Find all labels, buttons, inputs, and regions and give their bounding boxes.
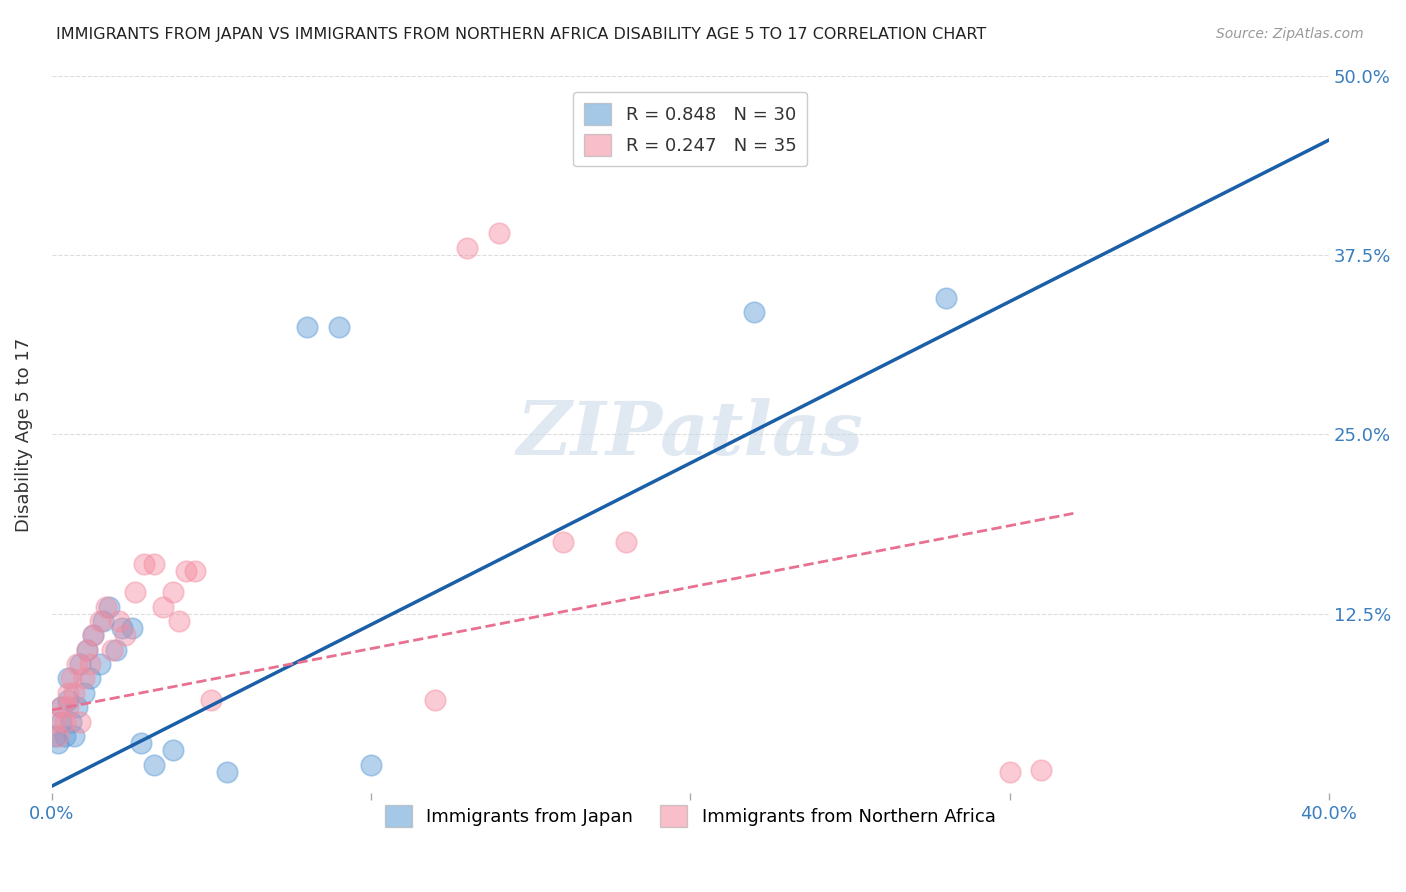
- Point: [53, 714, 76, 729]
- Point: [76, 642, 98, 657]
- Point: [111, 621, 134, 635]
- Point: [488, 227, 510, 241]
- Y-axis label: Disability Age 5 to 17: Disability Age 5 to 17: [15, 337, 32, 532]
- Point: [79, 657, 101, 672]
- Text: IMMIGRANTS FROM JAPAN VS IMMIGRANTS FROM NORTHERN AFRICA DISABILITY AGE 5 TO 17 : IMMIGRANTS FROM JAPAN VS IMMIGRANTS FROM…: [56, 27, 987, 42]
- Point: [63, 729, 86, 743]
- Point: [114, 628, 136, 642]
- Point: [53, 729, 76, 743]
- Point: [129, 736, 152, 750]
- Point: [82, 628, 104, 642]
- Point: [56, 686, 79, 700]
- Point: [56, 700, 79, 714]
- Point: [152, 599, 174, 614]
- Point: [66, 657, 89, 672]
- Point: [121, 621, 143, 635]
- Text: Source: ZipAtlas.com: Source: ZipAtlas.com: [1216, 27, 1364, 41]
- Point: [1031, 764, 1053, 778]
- Point: [456, 241, 478, 255]
- Point: [69, 714, 91, 729]
- Point: [89, 614, 111, 628]
- Point: [73, 686, 96, 700]
- Point: [63, 686, 86, 700]
- Point: [200, 693, 222, 707]
- Point: [616, 535, 638, 549]
- Point: [51, 700, 73, 714]
- Point: [44, 729, 66, 743]
- Point: [423, 693, 446, 707]
- Point: [73, 672, 96, 686]
- Point: [328, 319, 350, 334]
- Point: [124, 585, 146, 599]
- Point: [44, 714, 66, 729]
- Point: [51, 714, 73, 729]
- Point: [184, 564, 207, 578]
- Point: [91, 614, 114, 628]
- Point: [169, 614, 191, 628]
- Point: [59, 714, 82, 729]
- Point: [217, 764, 239, 779]
- Point: [142, 757, 165, 772]
- Point: [742, 305, 765, 319]
- Point: [360, 757, 382, 772]
- Point: [76, 642, 98, 657]
- Point: [998, 764, 1021, 779]
- Point: [79, 672, 101, 686]
- Point: [142, 557, 165, 571]
- Point: [101, 642, 124, 657]
- Point: [107, 614, 129, 628]
- Point: [94, 599, 117, 614]
- Point: [134, 557, 156, 571]
- Point: [104, 642, 127, 657]
- Point: [59, 672, 82, 686]
- Point: [89, 657, 111, 672]
- Point: [98, 599, 121, 614]
- Point: [295, 319, 318, 334]
- Point: [551, 535, 574, 549]
- Point: [174, 564, 197, 578]
- Point: [51, 700, 73, 714]
- Point: [56, 693, 79, 707]
- Point: [162, 585, 184, 599]
- Point: [162, 743, 184, 757]
- Point: [69, 657, 91, 672]
- Point: [46, 736, 69, 750]
- Point: [56, 672, 79, 686]
- Text: ZIPatlas: ZIPatlas: [517, 398, 863, 471]
- Point: [82, 628, 104, 642]
- Legend: Immigrants from Japan, Immigrants from Northern Africa: Immigrants from Japan, Immigrants from N…: [378, 798, 1002, 835]
- Point: [935, 291, 957, 305]
- Point: [46, 729, 69, 743]
- Point: [66, 700, 89, 714]
